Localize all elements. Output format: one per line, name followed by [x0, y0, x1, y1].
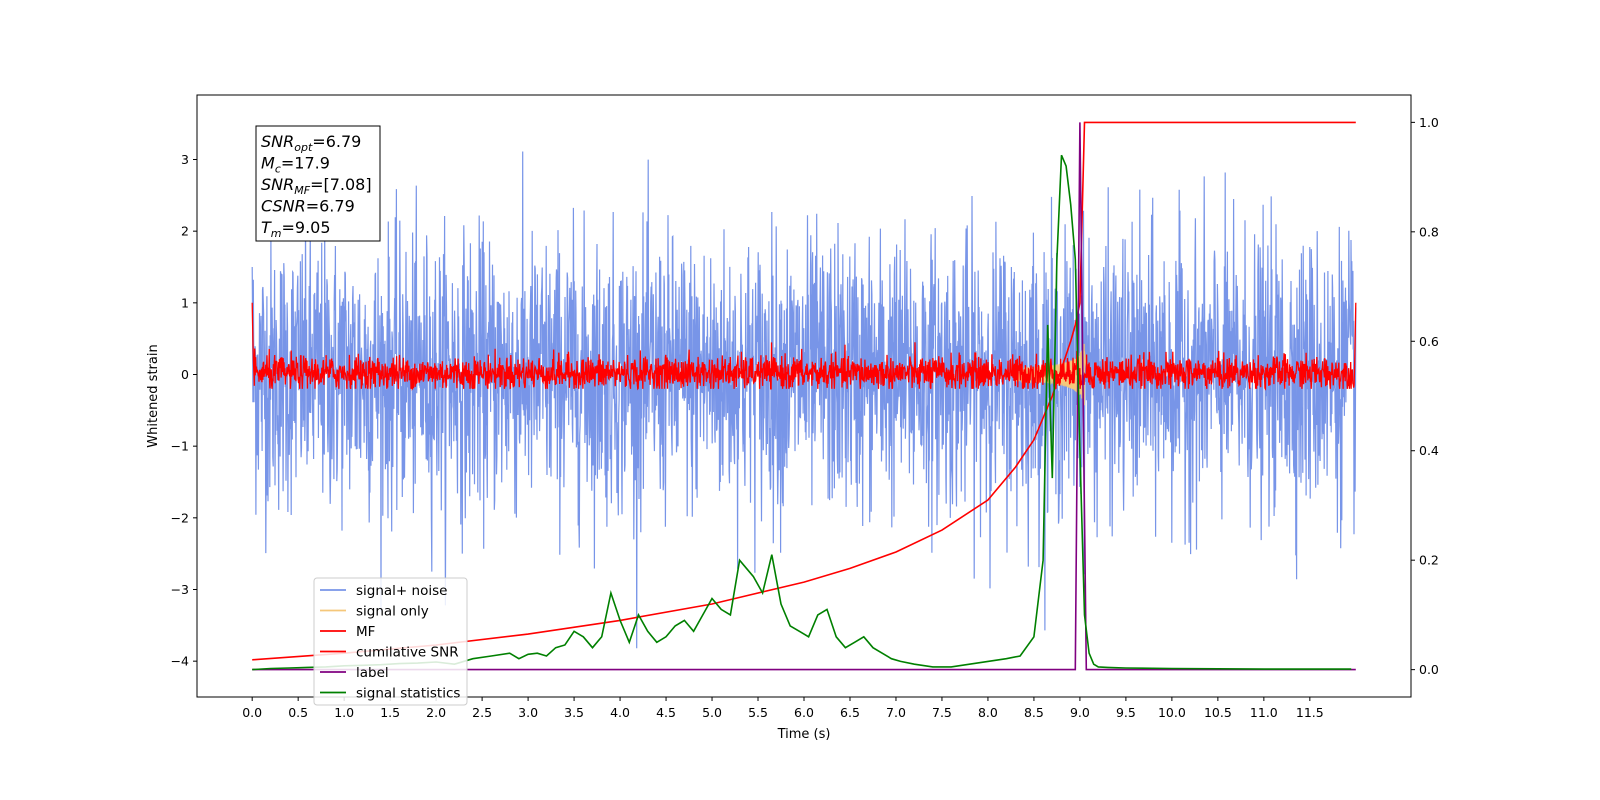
series-label: [252, 122, 1356, 671]
y-tick-label: −3: [171, 582, 189, 597]
y-tick-label: −4: [171, 654, 189, 669]
y-tick-label: −1: [171, 439, 189, 454]
x-tick-label: 2.5: [472, 705, 492, 720]
y2-tick-label: 0.8: [1419, 224, 1439, 239]
x-tick-label: 6.0: [794, 705, 814, 720]
x-tick-label: 8.5: [1024, 705, 1044, 720]
y-tick-label: 3: [181, 152, 189, 167]
legend-frame: [313, 577, 468, 706]
x-tick-label: 2.0: [426, 705, 446, 720]
y-axis-right: 1.0 0.8 0.6 0.4 0.2 0.0: [1411, 115, 1439, 677]
series-signal-noise: [251, 151, 1357, 649]
legend-entry: label: [356, 665, 389, 681]
x-tick-label: 10.5: [1204, 705, 1232, 720]
legend-entry: signal statistics: [356, 686, 460, 702]
series-cumulative-snr: [252, 121, 1356, 661]
series-signal-statistics: [252, 154, 1352, 671]
x-tick-label: 8.0: [978, 705, 998, 720]
x-tick-label: 0.0: [242, 705, 262, 720]
legend-entry: MF: [356, 624, 375, 640]
series-layer: [251, 121, 1357, 671]
x-tick-label: 7.5: [932, 705, 952, 720]
info-line: SNRMF=[7.08]: [261, 175, 372, 197]
x-tick-label: 3.0: [518, 705, 538, 720]
x-tick-label: 4.5: [656, 705, 676, 720]
y-tick-label: 1: [181, 295, 189, 310]
x-tick-label: 9.5: [1116, 705, 1136, 720]
x-tick-label: 4.0: [610, 705, 630, 720]
x-tick-label: 6.5: [840, 705, 860, 720]
info-line: SNRopt=6.79: [261, 132, 361, 154]
info-line: Tm=9.05: [261, 218, 331, 240]
legend-entry: signal+ noise: [356, 583, 447, 599]
x-tick-label: 3.5: [564, 705, 584, 720]
x-tick-label: 1.5: [380, 705, 400, 720]
y2-tick-label: 0.6: [1419, 334, 1439, 349]
y2-tick-label: 1.0: [1419, 115, 1439, 130]
legend-entry: cumilative SNR: [356, 645, 459, 661]
x-tick-label: 0.5: [288, 705, 308, 720]
x-tick-label: 1.0: [334, 705, 354, 720]
x-axis: 0.0 0.5 1.0 1.5 2.0 2.5 3.0 3.5 4.0 4.5 5.0 5.5 6.0 6…: [242, 697, 1324, 720]
x-tick-label: 7.0: [886, 705, 906, 720]
legend: signal+ noise signal only MF cumilative SNR…: [313, 577, 468, 706]
x-axis-label: Time (s): [777, 727, 831, 742]
legend-entry: signal only: [356, 604, 429, 620]
info-line: CSNR=6.79: [261, 197, 355, 216]
y-tick-label: 0: [181, 367, 189, 382]
x-tick-label: 5.5: [748, 705, 768, 720]
y-axis-label: Whitened strain: [146, 344, 161, 447]
y-axis-left: 3 2 1 0 −1 −2 −3 −4: [171, 152, 197, 669]
x-tick-label: 5.0: [702, 705, 722, 720]
x-tick-label: 10.0: [1158, 705, 1186, 720]
x-tick-label: 11.0: [1250, 705, 1278, 720]
x-tick-label: 9.0: [1070, 705, 1090, 720]
y2-tick-label: 0.0: [1419, 662, 1439, 677]
x-tick-label: 11.5: [1296, 705, 1324, 720]
info-box-frame: [255, 125, 381, 242]
y-tick-label: −2: [171, 510, 189, 525]
y-tick-label: 2: [181, 224, 189, 239]
info-line: Mc=17.9: [261, 154, 330, 176]
y2-tick-label: 0.2: [1419, 553, 1439, 568]
series-mf: [251, 302, 1357, 391]
y2-tick-label: 0.4: [1419, 443, 1439, 458]
